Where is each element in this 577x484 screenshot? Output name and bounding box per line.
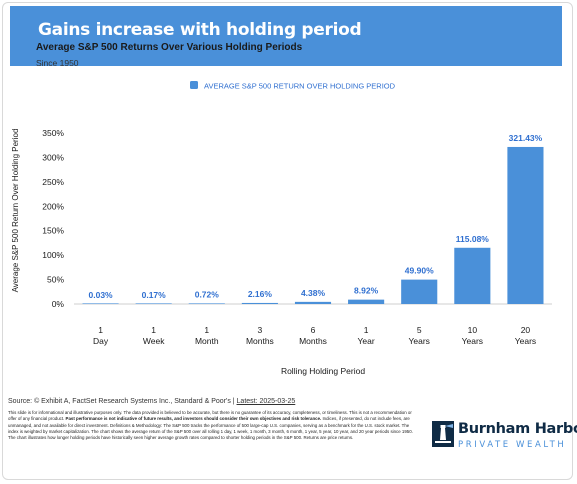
bar — [294, 301, 332, 304]
slide-frame — [2, 2, 573, 480]
bar-series: 0.03% 0.17% 0.72% 2.16% 4.38% 8.92% 49.90% 115.… — [82, 133, 544, 304]
source-text: Source: © Exhibit A, FactSet Research Sy… — [8, 398, 237, 405]
x-tick-label: 1 — [98, 325, 103, 335]
y-tick-label: 50% — [47, 275, 64, 285]
x-tick-label: Months — [246, 336, 274, 346]
bar — [241, 302, 278, 304]
y-tick-label: 100% — [42, 250, 64, 260]
bar — [401, 279, 438, 304]
bar — [135, 303, 172, 304]
disclaimer-text-1: This slide is for informational and illu… — [8, 410, 412, 422]
y-tick-label: 200% — [42, 201, 64, 211]
y-tick-label: 150% — [42, 226, 64, 236]
x-tick-label: Months — [299, 336, 327, 346]
x-tick-label: 1 — [151, 325, 156, 335]
x-tick-label: Month — [195, 336, 219, 346]
x-tick-label: 10 — [468, 325, 478, 335]
logo-subtitle: PRIVATE WEALTH — [458, 440, 567, 450]
data-label: 8.92% — [354, 286, 379, 296]
y-tick-label: 350% — [42, 128, 64, 138]
bar — [348, 299, 385, 304]
source-line: Source: © Exhibit A, FactSet Research Sy… — [8, 398, 295, 405]
disclaimer-text-2: Indices, if presented, do not include fe… — [8, 416, 413, 441]
x-tick-label: Week — [143, 336, 165, 346]
source-date-link[interactable]: Latest: 2025-03-25 — [236, 398, 296, 405]
chart-subtitle: Average S&P 500 Returns Over Various Hol… — [36, 42, 303, 53]
disclaimer-bold: Past performance is not indicative of fu… — [65, 416, 322, 422]
bar — [82, 303, 119, 304]
page-title: Gains increase with holding period — [38, 20, 362, 40]
x-tick-label: Years — [462, 336, 483, 346]
x-tick-label: Day — [93, 336, 109, 346]
x-tick-label: 5 — [417, 325, 422, 335]
disclaimer: This slide is for informational and illu… — [8, 410, 413, 441]
y-tick-label: 300% — [42, 152, 64, 162]
x-tick-label: Years — [515, 336, 536, 346]
bar — [454, 247, 491, 304]
x-tick-label: 1 — [364, 325, 369, 335]
x-tick-label: 20 — [521, 325, 531, 335]
y-axis-ticks: 0% 50% 100% 150% 200% 250% 300% 350% — [42, 128, 64, 309]
data-label: 0.72% — [195, 290, 220, 300]
x-axis-label: Rolling Holding Period — [281, 366, 365, 376]
x-tick-label: 6 — [311, 325, 316, 335]
y-tick-label: 0% — [52, 299, 65, 309]
x-tick-label: Years — [409, 336, 430, 346]
x-tick-label: 3 — [258, 325, 263, 335]
y-axis-label: Average S&P 500 Return Over Holding Peri… — [11, 129, 20, 293]
data-label: 4.38% — [301, 288, 326, 298]
logo-name: Burnham Harbor — [458, 421, 577, 437]
legend-label: AVERAGE S&P 500 RETURN OVER HOLDING PERI… — [204, 82, 396, 91]
legend-swatch — [190, 81, 198, 89]
company-logo: Burnham Harbor PRIVATE WEALTH — [432, 419, 577, 467]
data-label: 0.03% — [89, 290, 114, 300]
y-tick-label: 250% — [42, 177, 64, 187]
bar — [188, 303, 225, 304]
bar-chart: AVERAGE S&P 500 RETURN OVER HOLDING PERI… — [11, 81, 552, 376]
x-tick-label: Year — [358, 336, 375, 346]
data-label: 115.08% — [456, 234, 490, 244]
chart-since-note: Since 1950 — [36, 58, 79, 68]
bar — [507, 146, 544, 304]
x-tick-label: 1 — [204, 325, 209, 335]
data-label: 49.90% — [405, 266, 434, 276]
title-banner: Gains increase with holding period — [10, 6, 562, 66]
chart-legend: AVERAGE S&P 500 RETURN OVER HOLDING PERI… — [190, 81, 396, 91]
data-label: 321.43% — [509, 133, 543, 143]
x-axis-ticks: 1Day1Week1Month3Months6Months1Year5Years… — [93, 325, 536, 346]
data-label: 2.16% — [248, 289, 273, 299]
data-label: 0.17% — [142, 290, 167, 300]
lighthouse-icon — [432, 421, 454, 447]
